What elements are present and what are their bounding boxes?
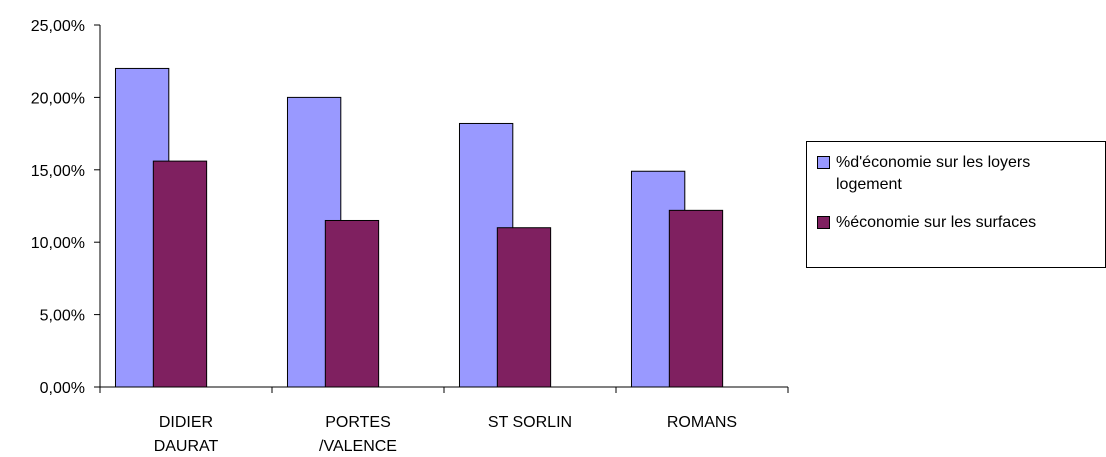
bar-series2-1 [324,219,380,388]
legend-label-loyers: %d'économie sur les loyers logement [836,154,1031,193]
x-category-label-1-0: PORTES [325,414,391,431]
legend-item-loyers: %d'économie sur les loyers logement [817,152,1030,196]
x-category-label-0-0: DIDIER [159,414,213,431]
legend-item-surfaces: %économie sur les surfaces [817,212,1036,234]
x-category-label-0-1: DAURAT [154,438,219,455]
y-tick-label-0: 0,00% [40,380,85,397]
bar-series2-0 [152,160,208,388]
bar-series2-2 [496,227,552,388]
legend-swatch-loyers [817,156,830,169]
y-tick-label-2: 10,00% [31,235,85,252]
legend-swatch-surfaces [817,216,830,229]
y-tick-label-4: 20,00% [31,90,85,107]
y-tick-label-3: 15,00% [31,163,85,180]
x-category-label-3-0: ROMANS [667,414,737,431]
y-tick-label-5: 25,00% [31,18,85,35]
x-category-label-2-0: ST SORLIN [488,414,572,431]
chart-legend: %d'économie sur les loyers logement %éco… [806,141,1106,268]
y-tick-label-1: 5,00% [40,308,85,325]
bar-series2-3 [668,209,724,388]
legend-label-surfaces: %économie sur les surfaces [836,214,1037,231]
x-category-label-1-1: /VALENCE [319,438,397,455]
